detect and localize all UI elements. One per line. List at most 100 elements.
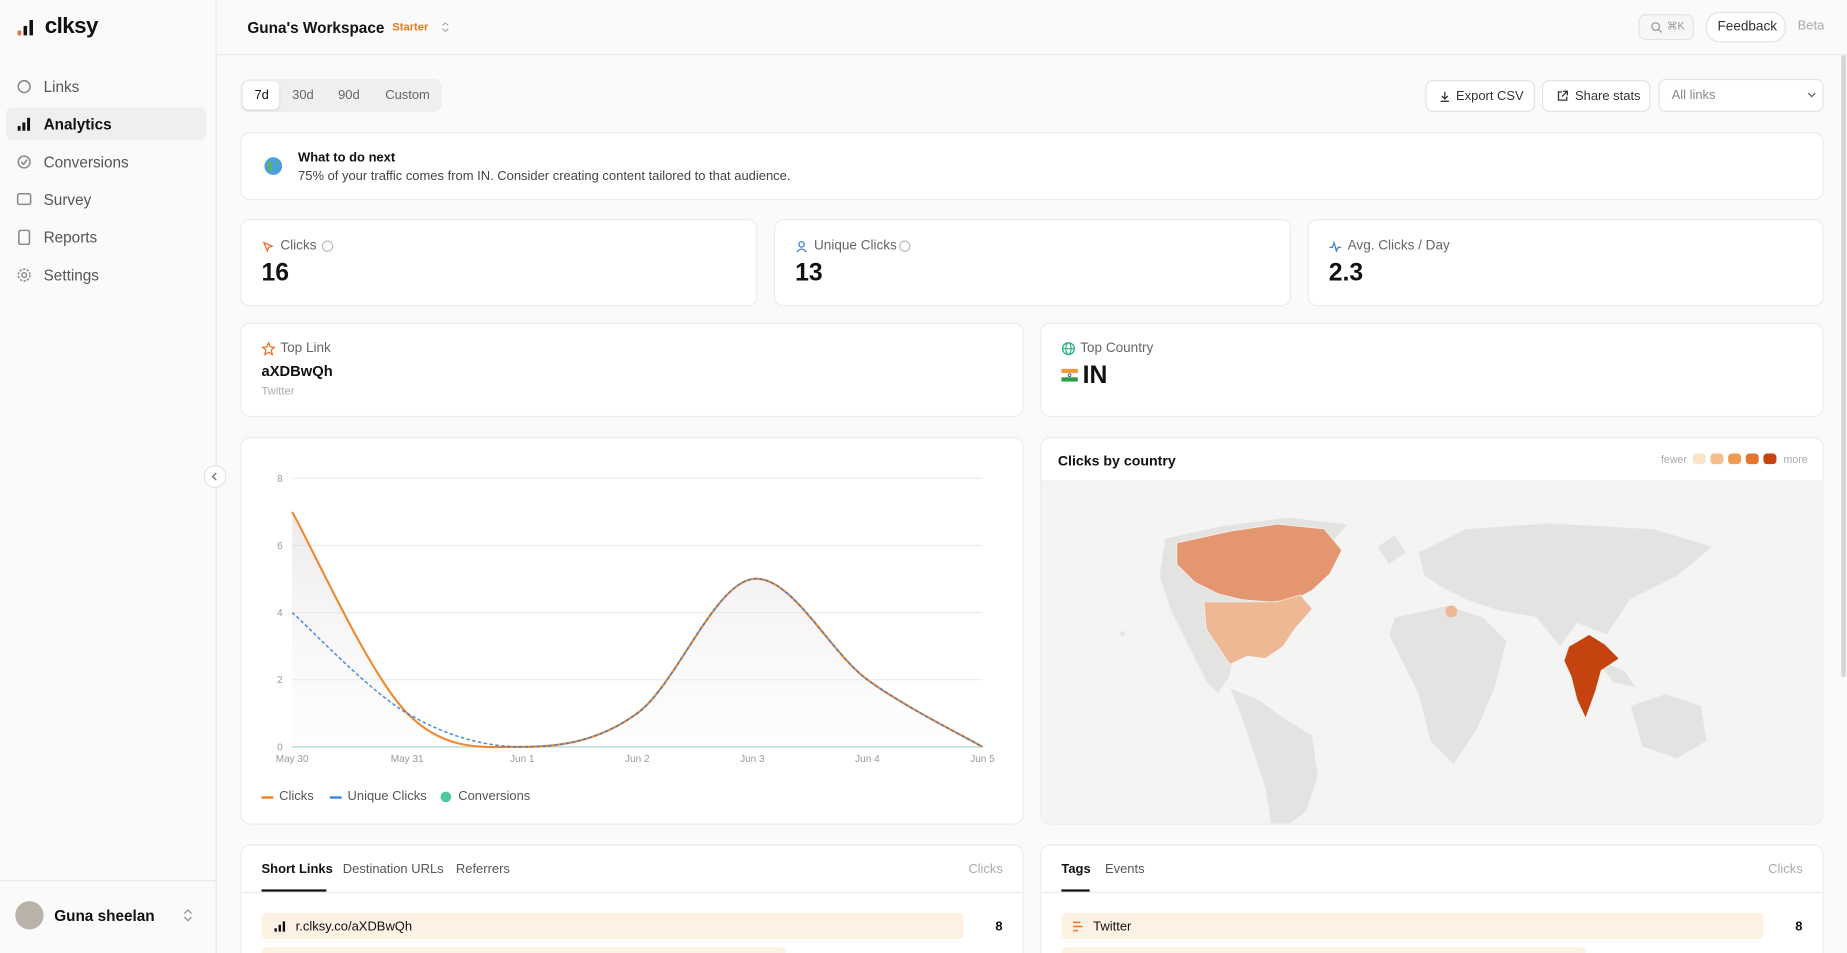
range-active xyxy=(242,81,280,110)
nav-label: Analytics xyxy=(43,115,112,134)
workspace-name[interactable]: Guna's Workspace xyxy=(247,18,385,37)
row-label[interactable]: Twitter xyxy=(1093,920,1132,935)
range-option[interactable]: Custom xyxy=(385,88,430,103)
nav-item[interactable]: Settings xyxy=(6,258,206,291)
y-tick-label: 0 xyxy=(277,742,283,753)
scale-swatch xyxy=(1763,453,1777,465)
y-tick-label: 4 xyxy=(277,608,283,619)
map-legend-low: fewer xyxy=(1660,453,1687,466)
map-card: Clicks by country fewer more xyxy=(1040,437,1824,825)
x-tick-label: Jun 1 xyxy=(510,754,535,765)
region-europe xyxy=(1445,605,1458,618)
stat-card: Avg. Clicks / Day 2.3 xyxy=(1307,219,1824,307)
stat-value: 2.3 xyxy=(1328,259,1364,287)
tab[interactable]: Destination URLs xyxy=(342,862,444,877)
share-button[interactable]: Share stats xyxy=(1542,80,1651,112)
tab[interactable]: Short Links xyxy=(261,862,333,877)
scale-swatch xyxy=(1728,453,1742,465)
search-button[interactable]: ⌘K xyxy=(1638,14,1694,41)
y-tick-label: 6 xyxy=(277,541,283,552)
avatar xyxy=(15,901,44,930)
top-link-card: Top Link aXDBwQh Twitter xyxy=(240,322,1024,418)
top-country-label: Top Country xyxy=(1080,341,1154,356)
x-tick-label: May 31 xyxy=(391,754,424,765)
tab[interactable]: Events xyxy=(1104,862,1145,877)
scrollbar xyxy=(1841,55,1846,678)
x-tick-label: Jun 4 xyxy=(855,754,880,765)
row-bar xyxy=(261,912,964,939)
stat-card: Clicks 16 xyxy=(240,219,758,307)
top-link-source: Twitter xyxy=(261,385,295,399)
map-area xyxy=(1041,480,1823,824)
feedback-label: Feedback xyxy=(1717,20,1778,35)
link-filter[interactable]: All links xyxy=(1658,78,1824,112)
range-option[interactable]: 30d xyxy=(292,88,314,103)
legend-marker xyxy=(261,796,274,799)
nav-label: Settings xyxy=(43,266,99,284)
stat-value: 13 xyxy=(795,259,823,287)
nav-label: Survey xyxy=(43,190,92,209)
collapse-button[interactable] xyxy=(203,465,227,488)
x-tick-label: Jun 5 xyxy=(970,754,995,765)
tip-title: What to do next xyxy=(298,150,396,165)
nav-label: Conversions xyxy=(43,153,129,171)
nav-item[interactable]: Survey xyxy=(6,183,206,216)
stat-value: 16 xyxy=(261,259,290,287)
stat-label: Clicks xyxy=(280,239,317,254)
tab-underline xyxy=(261,889,327,892)
map-title: Clicks by country xyxy=(1057,452,1176,469)
metric-label: Clicks xyxy=(1768,862,1803,877)
nav-item[interactable]: Conversions xyxy=(6,145,206,178)
logo: clksy xyxy=(44,14,99,39)
chevron xyxy=(183,909,192,922)
x-tick-label: Jun 3 xyxy=(740,754,765,765)
tab-underline xyxy=(1061,889,1090,892)
row-value: 8 xyxy=(1795,920,1803,935)
top-link-value: aXDBwQh xyxy=(261,362,333,380)
feedback-button[interactable]: Feedback xyxy=(1705,11,1786,43)
nav-item[interactable]: Links xyxy=(6,70,206,103)
divider xyxy=(0,879,216,882)
tab[interactable]: Tags xyxy=(1061,862,1091,877)
chevron xyxy=(441,22,449,32)
nav-label: Reports xyxy=(43,228,98,247)
region-usa xyxy=(1203,594,1313,665)
legend-marker xyxy=(329,796,342,799)
x-tick-label: May 30 xyxy=(276,754,309,765)
x-tick-label: Jun 2 xyxy=(625,754,650,765)
nav-item[interactable]: Reports xyxy=(6,220,206,253)
line-series xyxy=(291,578,983,748)
export-button[interactable]: Export CSV xyxy=(1425,80,1535,112)
row-bar xyxy=(1061,912,1764,939)
tip-card: What to do next 75% of your traffic come… xyxy=(240,131,1824,201)
user-name[interactable]: Guna sheelan xyxy=(54,907,155,925)
export-label: Export CSV xyxy=(1456,89,1524,104)
world-map xyxy=(1118,516,1714,824)
nav-label: Links xyxy=(43,77,80,96)
stat-label: Avg. Clicks / Day xyxy=(1347,239,1450,254)
scale-swatch xyxy=(1710,453,1724,465)
nav-item[interactable]: Analytics xyxy=(5,107,207,141)
y-tick-label: 8 xyxy=(277,474,283,485)
tip-text: 75% of your traffic comes from IN. Consi… xyxy=(298,169,791,184)
logo-icon xyxy=(17,20,33,36)
scale-swatch xyxy=(1692,453,1706,465)
legend-label: Conversions xyxy=(458,789,531,804)
plan-badge: Starter xyxy=(392,21,429,35)
legend-label: Unique Clicks xyxy=(347,789,427,804)
row-bar xyxy=(1061,947,1586,953)
range-option[interactable]: 7d xyxy=(254,88,269,103)
area-fill xyxy=(292,511,983,748)
top-link-label: Top Link xyxy=(280,341,331,356)
search-hint: ⌘K xyxy=(1666,20,1685,32)
top-country-value: IN xyxy=(1082,361,1108,389)
range-option[interactable]: 90d xyxy=(338,88,360,103)
header: Guna's Workspace Starter ⌘K Feedback Bet… xyxy=(216,0,1847,56)
beta-label: Beta xyxy=(1797,18,1825,33)
top-country-card: Top Country IN xyxy=(1040,322,1824,418)
row-label[interactable]: r.clksy.co/aXDBwQh xyxy=(295,920,413,935)
share-label: Share stats xyxy=(1574,89,1641,104)
tab[interactable]: Referrers xyxy=(455,862,510,877)
tags-table: Tags Events Clicks Twitter 8 xyxy=(1040,844,1824,953)
